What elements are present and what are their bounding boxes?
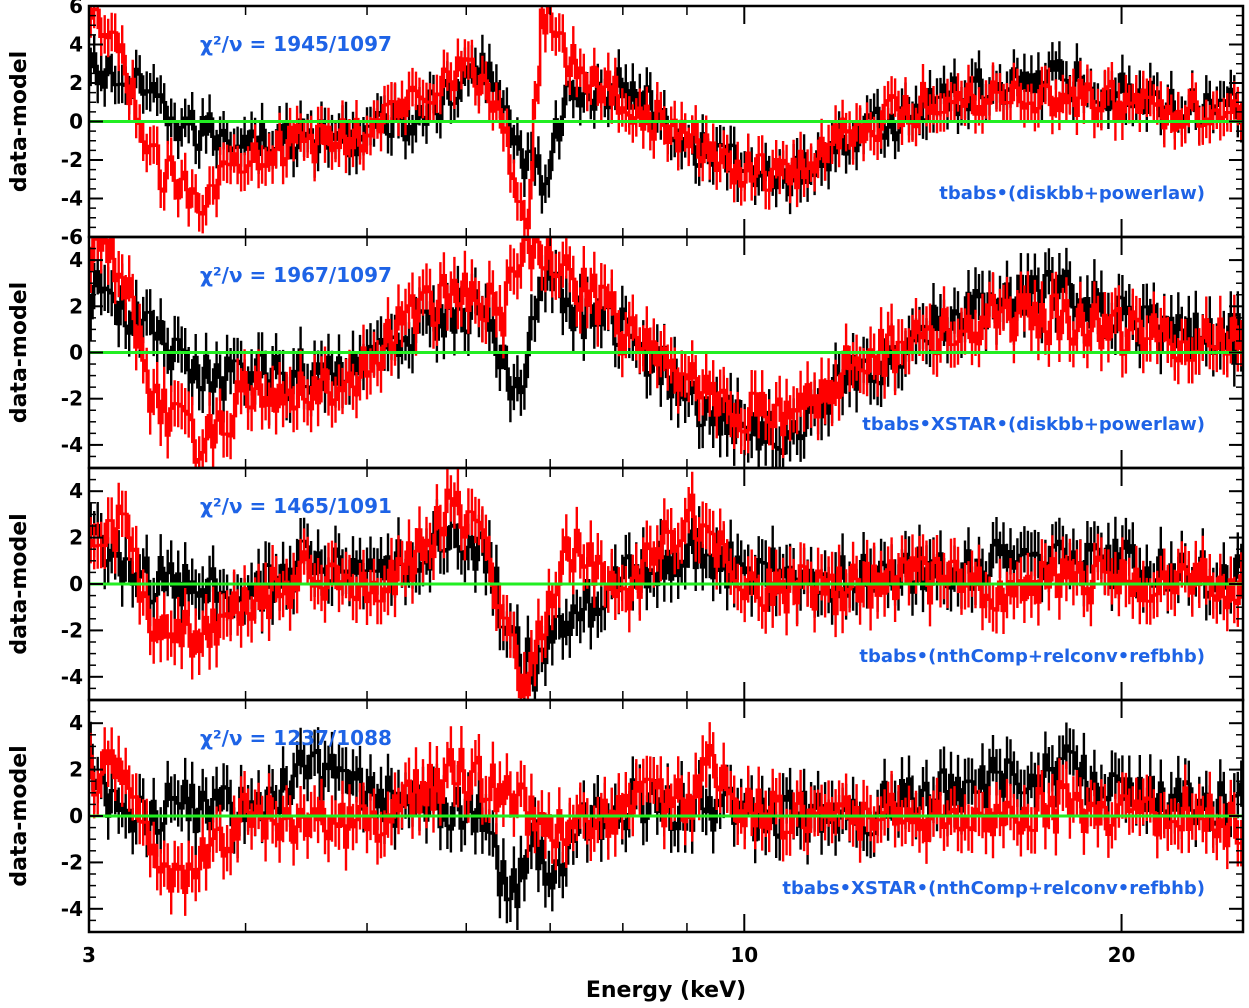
model-annotation: tbabs•(diskbb+powerlaw) — [939, 183, 1205, 204]
residual-panel: -4 -2 0 2 4 data-model χ²/ν = 1967/1097 tbabs•X… — [7, 235, 1245, 470]
chi2-annotation: χ²/ν = 1237/1088 — [200, 726, 392, 750]
y-tick-label: 4 — [69, 711, 83, 735]
series-line — [89, 744, 1243, 894]
model-annotation: tbabs•XSTAR•(nthComp+relconv•refbhb) — [782, 878, 1205, 899]
y-axis-label: data-model — [7, 513, 32, 654]
y-tick-label: -2 — [61, 618, 83, 642]
y-tick-label: -2 — [61, 850, 83, 874]
x-tick-labels: 3 10 20 — [82, 943, 1135, 967]
y-tick-label: 2 — [69, 71, 83, 95]
y-tick-label: 0 — [69, 572, 83, 596]
plot-area — [89, 468, 1243, 700]
y-tick-label: -4 — [61, 897, 83, 921]
y-tick-label: 4 — [69, 479, 83, 503]
plot-area — [89, 237, 1243, 468]
y-tick-label: 0 — [69, 804, 83, 828]
y-axis-label: data-model — [7, 51, 32, 192]
series-line — [89, 488, 1243, 699]
y-tick-label: -2 — [61, 148, 83, 172]
plot-area — [89, 6, 1243, 237]
y-tick-label: 2 — [69, 294, 83, 318]
model-annotation: tbabs•(nthComp+relconv•refbhb) — [859, 646, 1205, 667]
y-tick-label: -4 — [61, 433, 83, 457]
residual-panel: -4 -2 0 2 4 data-model χ²/ν = 1237/1088 tbabs•X… — [7, 698, 1245, 934]
x-tick-label: 3 — [82, 943, 96, 967]
chi2-annotation: χ²/ν = 1465/1091 — [200, 494, 392, 518]
y-tick-label: 6 — [69, 0, 83, 18]
y-tick-label: -2 — [61, 387, 83, 411]
y-tick-label: -4 — [61, 665, 83, 689]
model-annotation: tbabs•XSTAR•(diskbb+powerlaw) — [862, 414, 1205, 435]
chi2-annotation: χ²/ν = 1967/1097 — [200, 263, 392, 287]
y-tick-label: 4 — [69, 248, 83, 272]
residual-panel: -6 -4 -2 0 2 4 6 data-model χ²/ν = 1945/1097 tbab… — [7, 0, 1245, 249]
y-axis-label: data-model — [7, 745, 32, 886]
x-axis-label: Energy (keV) — [586, 978, 746, 1003]
y-tick-label: 2 — [69, 758, 83, 782]
y-tick-label: 4 — [69, 33, 83, 57]
residual-panel: -4 -2 0 2 4 data-model χ²/ν = 1465/1091 tbabs•(… — [7, 466, 1245, 702]
y-tick-label: -4 — [61, 187, 83, 211]
y-tick-label: 0 — [69, 110, 83, 134]
series-line — [89, 237, 1243, 464]
x-tick-label: 10 — [730, 943, 758, 967]
chi2-annotation: χ²/ν = 1945/1097 — [200, 32, 392, 56]
x-tick-label: 20 — [1108, 943, 1136, 967]
series-line — [89, 6, 1243, 230]
y-axis-label: data-model — [7, 282, 32, 423]
y-tick-label: 2 — [69, 526, 83, 550]
y-tick-label: 0 — [69, 341, 83, 365]
y-tick-label: -6 — [61, 225, 83, 249]
